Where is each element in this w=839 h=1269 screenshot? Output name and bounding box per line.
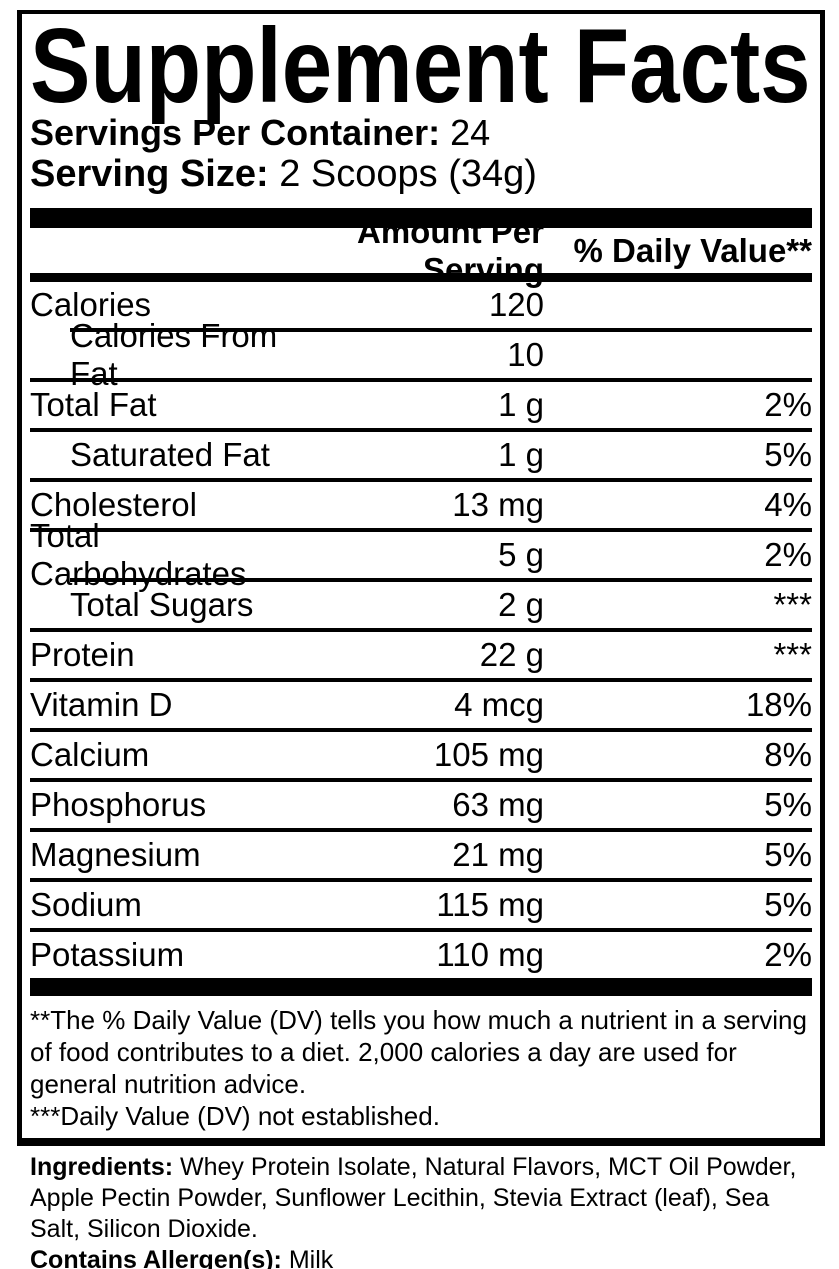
footnotes: **The % Daily Value (DV) tells you how m…: [30, 996, 812, 1138]
nutrient-amount: 22 g: [479, 636, 544, 673]
nutrient-amount: 13 mg: [452, 486, 544, 523]
separator: [30, 878, 812, 882]
servings-per-container-value: 24: [450, 112, 491, 153]
nutrient-amount: 120: [488, 286, 544, 323]
separator: [30, 628, 812, 632]
nutrient-name: Protein: [30, 636, 135, 673]
row-magnesium: Magnesium 21 mg 5%: [30, 832, 812, 878]
nutrient-dv: 2%: [764, 386, 812, 423]
row-potassium: Potassium 110 mg 2%: [30, 932, 812, 978]
daily-value-header: % Daily Value**: [573, 231, 812, 269]
row-protein: Protein 22 g ***: [30, 632, 812, 678]
separator: [30, 928, 812, 932]
serving-size-label: Serving Size:: [30, 153, 269, 195]
nutrient-amount: 2 g: [498, 586, 544, 623]
nutrient-amount: 105 mg: [433, 736, 544, 773]
nutrient-amount: 21 mg: [452, 836, 544, 873]
nutrient-name: Calories From Fat: [70, 317, 278, 392]
serving-size-row: Serving Size: 2 Scoops (34g): [30, 152, 812, 196]
nutrient-dv: 5%: [764, 786, 812, 823]
ingredients-text: Whey Protein Isolate, Natural Flavors, M…: [180, 1153, 797, 1181]
not-established-footnote: ***Daily Value (DV) not established.: [30, 1101, 440, 1131]
row-vitamin-d: Vitamin D 4 mcg 18%: [30, 682, 812, 728]
nutrient-dv: 4%: [764, 486, 812, 523]
ingredients-label: Ingredients:: [30, 1153, 174, 1181]
allergen-value: Milk: [288, 1246, 334, 1269]
thick-divider-bar-top: [30, 208, 812, 228]
separator-indented: [70, 578, 812, 582]
thick-divider-bar-bottom: [30, 978, 812, 996]
supplement-facts-label: Supplement Facts Servings Per Container:…: [17, 10, 825, 1146]
nutrient-name: Potassium: [30, 936, 185, 973]
nutrient-dv: ***: [773, 636, 812, 673]
separator: [30, 428, 812, 432]
row-calories: Calories 120: [30, 282, 812, 328]
row-total-sugars: Total Sugars 2 g ***: [30, 582, 812, 628]
nutrient-dv: 8%: [764, 736, 812, 773]
separator: [30, 528, 812, 532]
separator: [30, 478, 812, 482]
row-total-carbohydrates: Total Carbohydrates 5 g 2%: [30, 517, 812, 592]
table-header-row: Amount Per Serving % Daily Value**: [30, 213, 812, 288]
nutrient-name: Calcium: [30, 736, 150, 773]
nutrient-dv: 5%: [764, 886, 812, 923]
nutrient-name: Vitamin D: [30, 686, 173, 723]
servings-per-container-row: Servings Per Container: 24: [30, 114, 812, 152]
nutrient-name: Total Carbohydrates: [30, 517, 247, 592]
nutrient-name: Phosphorus: [30, 786, 207, 823]
allergen-label: Contains Allergen(s):: [30, 1246, 282, 1269]
separator-indented: [70, 328, 812, 332]
amount-per-serving-header: Amount Per Serving: [356, 212, 544, 288]
separator: [30, 678, 812, 682]
nutrient-dv: 5%: [764, 836, 812, 873]
nutrient-amount: 63 mg: [452, 786, 544, 823]
separator: [30, 778, 812, 782]
separator: [30, 378, 812, 382]
allergen-line: Contains Allergen(s): Milk: [30, 1245, 820, 1269]
ingredients-line: Ingredients: Whey Protein Isolate, Natur…: [30, 1152, 820, 1183]
nutrient-name: Magnesium: [30, 836, 201, 873]
row-total-fat: Total Fat 1 g 2%: [30, 382, 812, 428]
nutrient-name: Saturated Fat: [70, 436, 270, 473]
nutrient-amount: 115 mg: [436, 886, 544, 923]
nutrient-dv: ***: [773, 586, 812, 623]
nutrient-amount: 1 g: [498, 436, 544, 473]
label-title: Supplement Facts: [30, 7, 811, 125]
servings-per-container-label: Servings Per Container:: [30, 112, 441, 153]
separator: [30, 828, 812, 832]
nutrient-dv: 2%: [764, 936, 812, 973]
nutrient-amount: 5 g: [498, 536, 544, 573]
serving-size-value: 2 Scoops (34g): [279, 153, 537, 195]
row-saturated-fat: Saturated Fat 1 g 5%: [30, 432, 812, 478]
row-sodium: Sodium 115 mg 5%: [30, 882, 812, 928]
row-calories-from-fat: Calories From Fat 10: [30, 317, 812, 392]
daily-value-footnote: **The % Daily Value (DV) tells you how m…: [30, 1005, 807, 1099]
nutrient-amount: 1 g: [498, 386, 544, 423]
nutrient-amount: 10: [507, 336, 544, 373]
nutrient-name: Total Sugars: [70, 586, 254, 623]
nutrient-name: Total Fat: [30, 386, 157, 423]
nutrient-amount: 4 mcg: [454, 686, 544, 723]
nutrient-name: Calories: [30, 286, 152, 323]
nutrient-dv: 2%: [764, 536, 812, 573]
nutrient-dv: 18%: [745, 686, 812, 723]
row-phosphorus: Phosphorus 63 mg 5%: [30, 782, 812, 828]
nutrient-dv: 5%: [764, 436, 812, 473]
ingredients-line: Salt, Silicon Dioxide.: [30, 1215, 258, 1243]
row-calcium: Calcium 105 mg 8%: [30, 732, 812, 778]
nutrient-name: Cholesterol: [30, 486, 197, 523]
label-title-row: Supplement Facts: [30, 7, 812, 125]
nutrient-amount: 110 mg: [436, 936, 544, 973]
row-cholesterol: Cholesterol 13 mg 4%: [30, 482, 812, 528]
ingredients-section: Ingredients: Whey Protein Isolate, Natur…: [30, 1152, 820, 1269]
ingredients-line: Apple Pectin Powder, Sunflower Lecithin,…: [30, 1184, 770, 1212]
header-underline: [30, 273, 812, 282]
nutrient-name: Sodium: [30, 886, 142, 923]
separator: [30, 728, 812, 732]
